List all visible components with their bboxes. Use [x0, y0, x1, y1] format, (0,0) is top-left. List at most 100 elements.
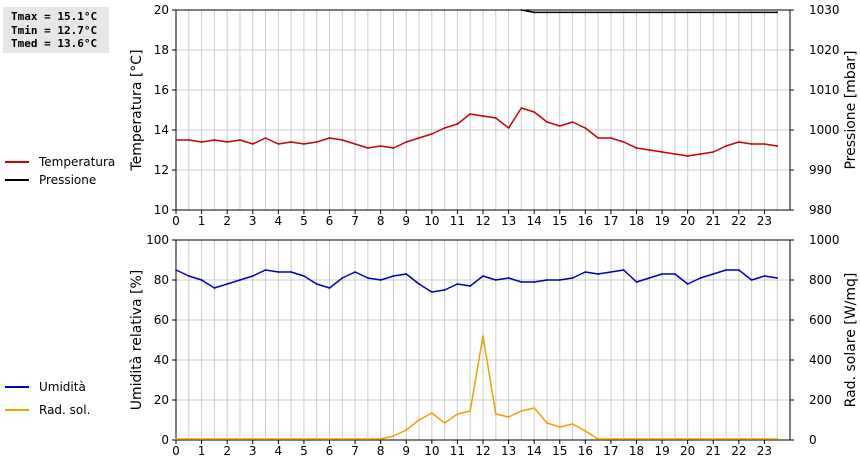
- y-tick-label: 80: [154, 273, 169, 287]
- legend-label-rad-sol: Rad. sol.: [39, 403, 90, 417]
- data-point-temperatura: [737, 141, 740, 143]
- x-tick-label: 15: [552, 444, 567, 458]
- data-point-temperatura: [277, 143, 280, 145]
- y2-tick-label: 600: [809, 313, 832, 327]
- data-point-rad-sol: [597, 438, 600, 440]
- data-point-umidit: [187, 275, 190, 277]
- data-point-pressione: [546, 11, 548, 14]
- x-tick-label: 20: [680, 444, 695, 458]
- data-point-rad-sol: [303, 438, 305, 440]
- data-point-rad-sol: [750, 438, 753, 440]
- data-point-temperatura: [699, 153, 702, 155]
- data-point-umidit: [290, 271, 293, 273]
- data-point-umidit: [725, 269, 727, 271]
- x-tick-label: 14: [527, 214, 542, 228]
- data-point-temperatura: [750, 143, 753, 145]
- data-point-rad-sol: [776, 438, 779, 440]
- y2-tick-label: 1000: [809, 123, 840, 137]
- y-tick-label: 20: [154, 393, 169, 407]
- stat-tmed: Tmed = 13.6°C: [11, 37, 98, 50]
- data-point-pressione: [737, 11, 740, 14]
- data-point-temperatura: [328, 137, 331, 139]
- data-point-umidit: [328, 287, 331, 289]
- data-point-temperatura: [558, 125, 561, 127]
- data-point-umidit: [661, 273, 663, 275]
- x-tick-label: 14: [527, 444, 542, 458]
- y-tick-label: 16: [154, 83, 169, 97]
- x-tick-label: 3: [249, 444, 257, 458]
- data-point-pressione: [558, 11, 561, 14]
- y2-tick-label: 980: [809, 203, 832, 217]
- y2-tick-label: 0: [809, 433, 817, 447]
- data-point-rad-sol: [290, 438, 293, 440]
- data-point-rad-sol: [469, 410, 472, 412]
- x-tick-label: 0: [172, 444, 180, 458]
- data-point-rad-sol: [187, 438, 190, 440]
- data-point-rad-sol: [251, 438, 254, 440]
- data-point-temperatura: [584, 127, 587, 129]
- x-tick-label: 16: [578, 444, 593, 458]
- data-point-pressione: [520, 9, 523, 11]
- data-point-umidit: [418, 283, 420, 285]
- y2-tick-label: 1030: [809, 3, 840, 17]
- data-point-pressione: [686, 11, 689, 14]
- data-point-temperatura: [648, 149, 651, 151]
- x-tick-label: 8: [377, 444, 385, 458]
- data-point-rad-sol: [315, 438, 318, 440]
- data-point-umidit: [776, 277, 779, 279]
- data-point-rad-sol: [366, 438, 369, 440]
- y-tick-label: 12: [154, 163, 169, 177]
- y2-axis-label: Pressione [mbar]: [843, 50, 859, 169]
- stats-box: Tmax = 15.1°C Tmin = 12.7°C Tmed = 13.6°…: [3, 7, 109, 53]
- x-tick-label: 19: [654, 214, 669, 228]
- data-point-umidit: [251, 275, 254, 277]
- data-point-umidit: [277, 271, 280, 273]
- data-point-temperatura: [507, 127, 510, 129]
- series-line-umidit: [175, 269, 778, 293]
- data-point-rad-sol: [328, 438, 331, 440]
- data-point-pressione: [533, 11, 536, 14]
- data-point-umidit: [520, 281, 523, 283]
- y2-tick-label: 800: [809, 273, 832, 287]
- x-tick-label: 19: [654, 444, 669, 458]
- data-point-umidit: [571, 277, 574, 279]
- data-point-temperatura: [673, 153, 676, 155]
- data-point-temperatura: [264, 137, 267, 139]
- data-point-rad-sol: [354, 438, 356, 440]
- x-tick-label: 22: [731, 444, 746, 458]
- data-point-pressione: [776, 11, 779, 14]
- data-point-temperatura: [686, 155, 689, 157]
- data-point-temperatura: [239, 139, 241, 141]
- x-tick-label: 15: [552, 214, 567, 228]
- data-point-temperatura: [430, 133, 433, 135]
- y2-tick-label: 400: [809, 353, 832, 367]
- data-point-umidit: [507, 277, 510, 279]
- data-point-rad-sol: [418, 419, 420, 421]
- y-tick-label: 10: [154, 203, 169, 217]
- data-point-temperatura: [597, 137, 600, 139]
- data-point-rad-sol: [213, 438, 216, 440]
- data-point-temperatura: [379, 145, 382, 147]
- data-point-rad-sol: [200, 438, 203, 440]
- data-point-rad-sol: [635, 438, 638, 440]
- data-point-umidit: [200, 279, 203, 281]
- data-point-umidit: [546, 279, 548, 281]
- x-tick-label: 18: [629, 214, 644, 228]
- x-tick-label: 4: [275, 214, 283, 228]
- y-tick-label: 0: [161, 433, 169, 447]
- data-point-rad-sol: [584, 430, 587, 432]
- data-point-rad-sol: [494, 413, 497, 415]
- x-tick-label: 4: [275, 444, 283, 458]
- data-point-temperatura: [187, 139, 190, 141]
- stat-tmin: Tmin = 12.7°C: [11, 23, 98, 37]
- data-point-rad-sol: [379, 438, 382, 440]
- data-point-umidit: [763, 275, 766, 277]
- x-tick-label: 6: [326, 444, 334, 458]
- data-point-rad-sol: [673, 438, 676, 440]
- data-point-rad-sol: [226, 438, 229, 440]
- y-axis-label: Temperatura [°C]: [129, 49, 145, 171]
- legend-label-umidit: Umidità: [39, 380, 86, 394]
- x-tick-label: 17: [603, 214, 618, 228]
- data-point-temperatura: [175, 139, 177, 141]
- data-point-temperatura: [200, 141, 203, 143]
